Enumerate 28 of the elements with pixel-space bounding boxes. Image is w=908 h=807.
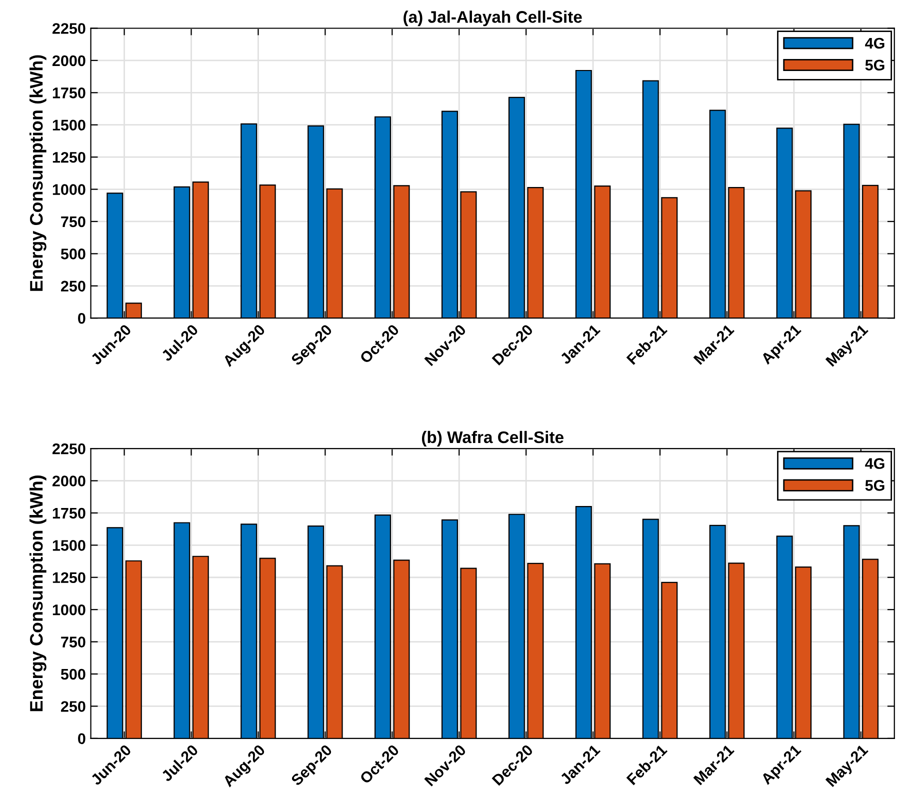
y-tick-label: 500 — [60, 248, 86, 260]
y-tick-label: 250 — [60, 280, 86, 292]
legend-label: 5G — [865, 60, 884, 71]
y-axis-title: Energy Consumption (kWh) — [29, 55, 46, 291]
y-tick-label: 2000 — [52, 476, 86, 486]
y-tick-label: 500 — [60, 668, 86, 680]
chart-title: (b) Wafra Cell-Site — [422, 430, 564, 446]
chart-title: (a) Jal-Alayah Cell-Site — [404, 10, 582, 26]
y-tick-label: 1750 — [52, 88, 86, 98]
y-tick-label: 750 — [61, 216, 86, 228]
y-tick-label: 750 — [61, 636, 86, 648]
y-tick-label: 1250 — [52, 572, 86, 584]
legend-label: 5G — [865, 480, 884, 491]
y-tick-label: 1500 — [52, 540, 86, 551]
y-tick-label: 0 — [78, 733, 86, 744]
y-tick-label: 1000 — [52, 184, 86, 195]
legend-label: 4G — [865, 458, 884, 469]
y-axis-title: Energy Consumption (kWh) — [29, 476, 46, 712]
y-tick-label: 2000 — [52, 55, 86, 66]
y-tick-label: 1000 — [52, 604, 86, 616]
y-tick-label: 250 — [60, 701, 86, 712]
y-tick-label: 2250 — [52, 443, 86, 454]
y-tick-label: 0 — [78, 312, 86, 324]
legend-label: 4G — [865, 38, 884, 49]
y-tick-label: 1750 — [52, 508, 86, 519]
y-tick-label: 1500 — [52, 120, 86, 131]
y-tick-label: 2250 — [52, 23, 86, 34]
y-tick-label: 1250 — [52, 152, 86, 163]
